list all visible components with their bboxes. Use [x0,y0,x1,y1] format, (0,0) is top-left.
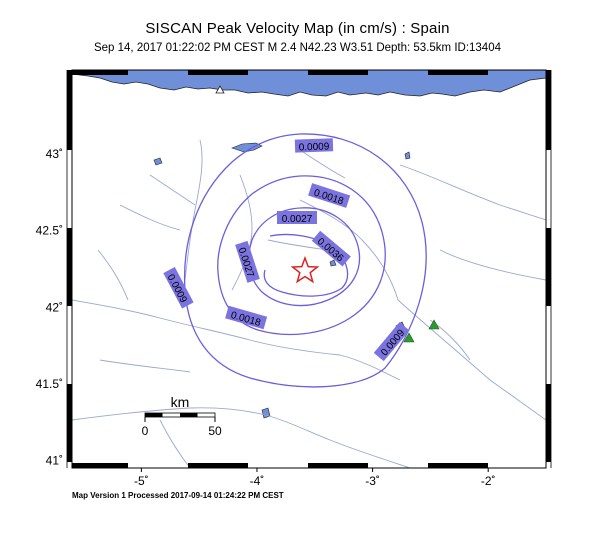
map-footer: Map Version 1 Processed 2017-09-14 01:24… [72,491,284,500]
latitude-tick-label: 43˚ [46,147,63,161]
map-subtitle: Sep 14, 2017 01:22:02 PM CEST M 2.4 N42.… [93,42,501,54]
contour-0018 [217,175,386,336]
reservoir-lake [329,259,337,267]
contour-0027 [248,207,361,307]
river-network [72,139,546,468]
latitude-tick-label: 42.5˚ [36,224,63,238]
contour-label: 0.0027 [282,214,313,225]
reservoir-lake [153,157,163,166]
scale-bar-start: 0 [142,424,149,438]
station-triangle [403,332,415,343]
station-triangle [428,319,440,330]
map-frame [66,69,552,469]
contour-label: 0.0009 [299,141,330,153]
longitude-tick-label: -4˚ [250,474,265,488]
longitude-tick-label: -2˚ [481,474,496,488]
epicenter-star [290,255,320,284]
station-triangle [215,85,225,94]
scale-bar-end: 50 [208,424,222,438]
map-title: SISCAN Peak Velocity Map (in cm/s) : Spa… [145,20,450,37]
longitude-tick-label: -3˚ [365,474,380,488]
scale-bar-unit: km [171,394,190,410]
longitude-ticks: -5˚ -4˚ -3˚ -2˚ [134,468,496,488]
reservoir-lake [404,151,411,160]
contour-0009 [183,133,427,388]
longitude-tick-label: -5˚ [134,474,149,488]
contour-labels: 0.0009 0.0018 0.0027 0.0036 0.0027 0.001… [163,138,410,362]
contour-label: 0.0018 [229,310,262,329]
latitude-tick-label: 42˚ [46,300,63,314]
scale-bar: km 0 50 [142,394,222,438]
sea-area [72,70,546,97]
latitude-tick-label: 41˚ [46,453,63,467]
latitude-tick-label: 41.5˚ [36,377,63,391]
latitude-ticks: 41˚ 41.5˚ 42˚ 42.5˚ 43˚ [36,147,63,467]
